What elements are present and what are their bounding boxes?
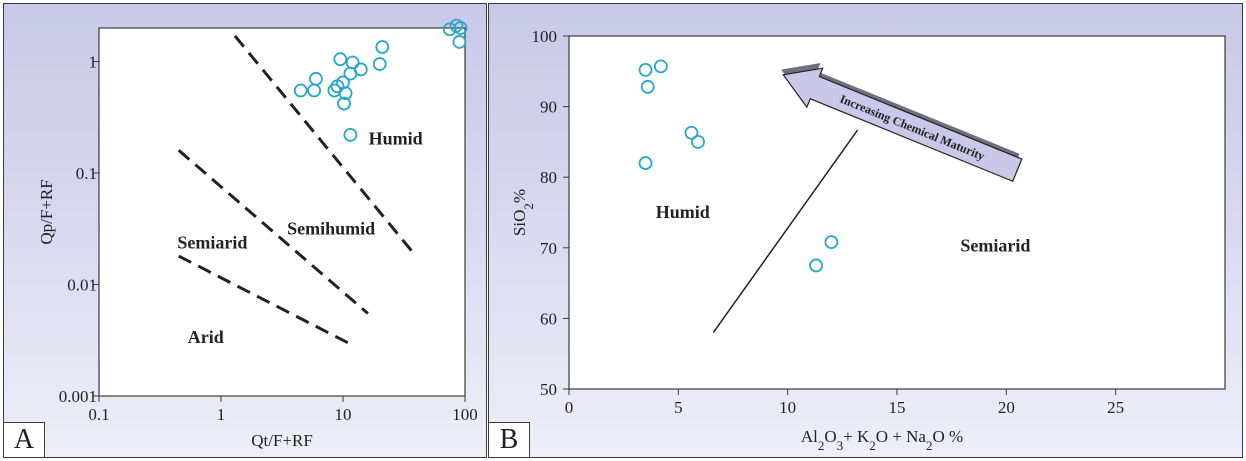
y-tick-label-b: 80	[540, 168, 557, 187]
panel-a: 0.1 1 10 100 0.001 0.01 0.1 1 Humid Semihumid Semi…	[3, 3, 487, 458]
x-tick-label-b: 0	[565, 398, 574, 417]
x-tick-label-b: 25	[1107, 398, 1124, 417]
region-label-a: Arid	[188, 327, 224, 347]
region-label-a: Humid	[369, 129, 423, 149]
x-tick-label-b: 20	[998, 398, 1015, 417]
x-tick-label-a: 100	[452, 405, 478, 424]
y-tick-label-b: 100	[532, 27, 558, 46]
data-point-b	[653, 59, 668, 74]
y-axis-label-a: Qp/F+RF	[37, 179, 56, 244]
data-point-b	[824, 235, 839, 250]
data-point-a	[452, 35, 467, 49]
data-point-b	[809, 258, 823, 273]
data-point-a	[293, 83, 308, 98]
x-tick-label-a: 0.1	[88, 405, 109, 424]
x-axis-label-a: Qt/F+RF	[251, 431, 313, 450]
x-axis-label-b: Al2O3+ K2O + Na2O %	[801, 427, 963, 453]
y-tick-label-b: 90	[540, 98, 557, 117]
panel-letter-b: B	[489, 422, 530, 457]
data-point-a	[338, 86, 353, 101]
data-point-b	[684, 125, 699, 140]
y-tick-label-b: 50	[540, 380, 557, 399]
x-tick-label-a: 10	[335, 405, 352, 424]
region-label-a: Semiarid	[177, 233, 247, 253]
trend-line-b	[712, 129, 859, 333]
boundary-line-a	[178, 254, 349, 345]
y-tick-label-a: 1	[89, 53, 98, 72]
boundary-line-a	[233, 34, 415, 255]
chart-a-svg: 0.1 1 10 100 0.001 0.01 0.1 1 Humid Semihumid Semi…	[37, 18, 478, 450]
y-tick-label-b: 60	[540, 309, 557, 328]
data-point-a	[345, 55, 360, 70]
region-label-a: Semihumid	[287, 219, 375, 239]
data-point-b	[691, 134, 705, 149]
y-tick-label-a: 0.001	[59, 387, 97, 406]
data-point-a	[353, 62, 368, 77]
plot-area-a	[98, 27, 466, 397]
panel-letter-a: A	[4, 422, 45, 457]
data-point-a	[453, 21, 468, 35]
x-tick-label-b: 5	[674, 398, 683, 417]
data-point-a	[372, 57, 387, 71]
data-point-a	[333, 52, 348, 67]
data-point-a	[375, 40, 390, 54]
y-tick-label-a: 0.1	[76, 164, 97, 183]
data-point-a	[343, 127, 358, 142]
arrow-body-b	[782, 67, 1023, 183]
data-point-a	[442, 22, 457, 37]
boundary-line-a	[177, 149, 369, 315]
y-tick-label-a: 0.01	[67, 276, 97, 295]
x-tick-label-b: 10	[779, 398, 796, 417]
y-axis-label-b: SiO2%	[510, 189, 536, 236]
data-point-b	[638, 156, 653, 170]
y-tick-label-b: 70	[540, 239, 557, 258]
data-point-b	[638, 62, 653, 77]
panel-b: 0 5 10 15 20 25 50 60 70 80 90 100 Increasing Chemic…	[488, 3, 1243, 458]
region-label-b: Semiarid	[960, 235, 1030, 255]
region-label-b: Humid	[656, 202, 710, 222]
data-point-a	[309, 71, 323, 86]
data-point-a	[337, 96, 351, 111]
x-tick-label-a: 1	[217, 405, 226, 424]
data-point-b	[640, 79, 655, 94]
plot-area-b	[568, 35, 1226, 390]
x-tick-label-b: 15	[889, 398, 906, 417]
